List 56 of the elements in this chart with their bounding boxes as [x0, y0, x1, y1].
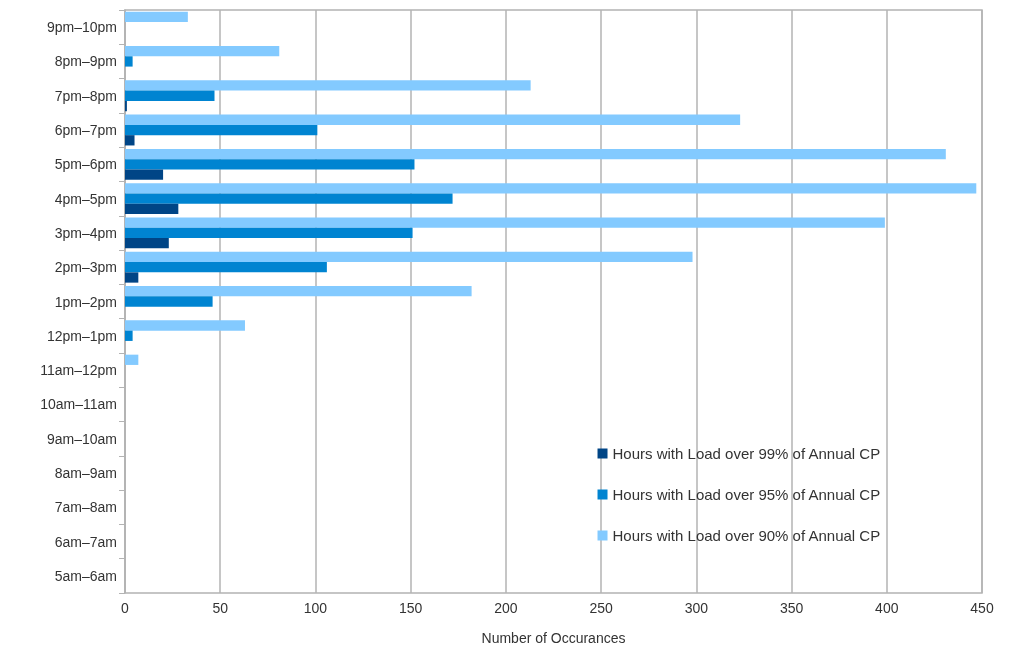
legend-label: Hours with Load over 90% of Annual CP: [612, 527, 881, 544]
legend-label: Hours with Load over 99% of Annual CP: [612, 445, 881, 462]
x-tick-label: 250: [589, 600, 613, 616]
bar: [125, 80, 531, 91]
bar: [125, 193, 453, 204]
x-axis-title: Number of Occurances: [481, 630, 626, 646]
bar: [125, 56, 133, 67]
y-tick-label: 6am–7am: [54, 533, 117, 550]
bar: [125, 90, 215, 101]
bar: [125, 227, 413, 239]
bar: [125, 114, 741, 125]
bar: [125, 354, 139, 365]
bar: [125, 262, 327, 273]
y-tick-label: 5pm–6pm: [54, 156, 117, 173]
bar: [125, 159, 415, 170]
bar: [125, 217, 885, 228]
x-tick-label: 400: [875, 600, 899, 616]
bar: [125, 320, 245, 331]
x-tick-label: 0: [121, 600, 130, 616]
y-tick-label: 9pm–10pm: [46, 19, 117, 36]
bar: [125, 203, 179, 215]
bar: [125, 296, 213, 307]
x-tick-label: 150: [398, 600, 423, 616]
bar: [125, 251, 693, 263]
y-tick-label: 11am–12pm: [40, 362, 117, 379]
y-tick-label: 4pm–5pm: [54, 190, 117, 207]
y-tick-label: 8pm–9pm: [54, 53, 117, 70]
x-tick-label: 200: [494, 600, 518, 616]
y-tick-label: 7pm–8pm: [54, 87, 117, 104]
y-tick-label: 10am–11am: [40, 396, 117, 413]
y-tick-label: 1pm–2pm: [54, 293, 117, 310]
x-tick-label: 100: [303, 600, 328, 616]
bar: [125, 11, 188, 22]
y-tick-label: 5am–6am: [54, 567, 117, 584]
y-tick-label: 9am–10am: [46, 430, 117, 447]
bar: [125, 238, 169, 249]
bar: [125, 183, 977, 194]
x-tick-label: 350: [779, 600, 804, 616]
bar: [125, 124, 318, 136]
bar: [125, 46, 280, 57]
bar: [125, 272, 139, 283]
y-tick-label: 7am–8am: [54, 499, 117, 516]
x-tick-label: 450: [970, 600, 994, 616]
y-tick-label: 2pm–3pm: [54, 259, 117, 276]
x-tick-label: 50: [212, 600, 229, 616]
bar: [125, 330, 133, 341]
legend-label: Hours with Load over 95% of Annual CP: [612, 486, 881, 503]
y-tick-label: 6pm–7pm: [54, 122, 117, 139]
bar: [125, 148, 946, 160]
y-tick-label: 12pm–1pm: [46, 327, 117, 344]
bar: [125, 286, 472, 297]
y-tick-label: 8am–9am: [54, 464, 117, 481]
bar: [125, 169, 164, 180]
y-tick-label: 3pm–4pm: [54, 224, 117, 241]
bar: [125, 135, 135, 146]
x-tick-label: 300: [684, 600, 709, 616]
